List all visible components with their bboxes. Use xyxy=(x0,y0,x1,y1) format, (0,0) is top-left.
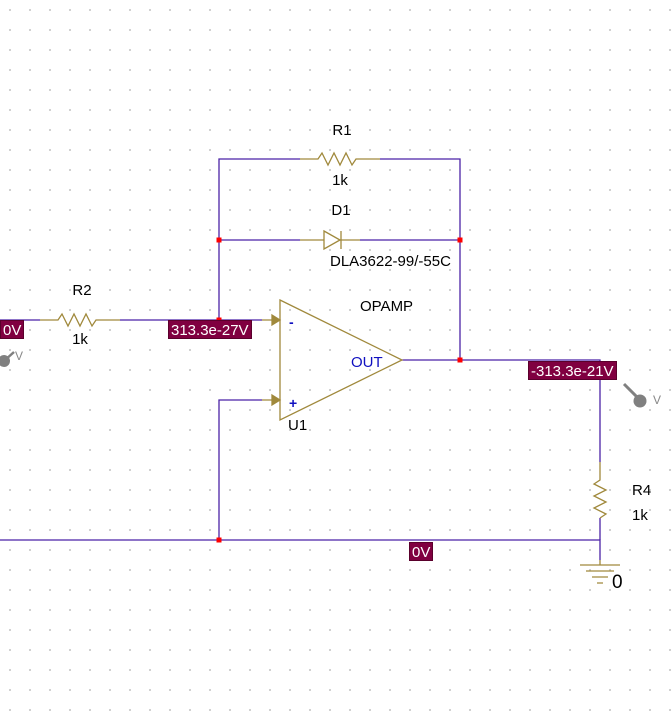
resistor-r4-symbol[interactable] xyxy=(592,462,608,519)
wire-inverting-node[interactable] xyxy=(218,240,262,321)
opamp-inverting-pin-label: - xyxy=(289,314,294,330)
r2-value: 1k xyxy=(72,331,88,348)
r4-value: 1k xyxy=(632,507,648,524)
wire-output[interactable] xyxy=(402,359,601,462)
voltage-marker-inverting-node[interactable]: 313.3e-27V xyxy=(168,320,252,339)
wire-ground-rail[interactable] xyxy=(0,539,601,560)
wire-r1-right[interactable] xyxy=(380,158,461,360)
ground-symbol[interactable] xyxy=(580,560,620,584)
opamp-u1-symbol[interactable] xyxy=(262,298,404,422)
d1-value: DLA3622-99/-55C xyxy=(330,253,451,270)
wire-noninverting[interactable] xyxy=(218,399,262,540)
r1-value: 1k xyxy=(332,172,348,189)
wire-r1-left[interactable] xyxy=(218,158,300,240)
junction-dot xyxy=(457,357,463,363)
ground-net-label: 0 xyxy=(612,572,623,593)
opamp-model-value: OPAMP xyxy=(360,298,414,315)
opamp-noninverting-pin-label: + xyxy=(289,395,298,411)
voltage-probe-right-icon[interactable] xyxy=(622,382,647,408)
voltage-probe-left-icon[interactable] xyxy=(0,351,15,367)
junction-dot xyxy=(216,537,222,543)
voltage-marker-input[interactable]: 0V xyxy=(0,320,25,339)
junction-dot xyxy=(457,237,463,243)
r4-reference: R4 xyxy=(632,482,652,499)
diode-d1-symbol[interactable] xyxy=(300,229,360,251)
voltage-marker-ground-rail[interactable]: 0V xyxy=(409,542,434,561)
probe-right-label: V xyxy=(653,393,662,407)
opamp-output-pin-label: OUT xyxy=(351,354,383,371)
opamp-reference: U1 xyxy=(288,417,308,434)
parts xyxy=(40,151,620,584)
resistor-r1-symbol[interactable] xyxy=(300,151,380,167)
resistor-r2-symbol[interactable] xyxy=(40,312,120,328)
junctions xyxy=(216,237,463,543)
r2-reference: R2 xyxy=(72,282,92,299)
voltage-marker-output[interactable]: -313.3e-21V xyxy=(528,361,617,380)
r1-reference: R1 xyxy=(332,122,352,139)
wires xyxy=(0,158,601,560)
probe-left-label: V xyxy=(15,349,24,363)
d1-reference: D1 xyxy=(331,202,351,219)
junction-dot xyxy=(216,237,222,243)
